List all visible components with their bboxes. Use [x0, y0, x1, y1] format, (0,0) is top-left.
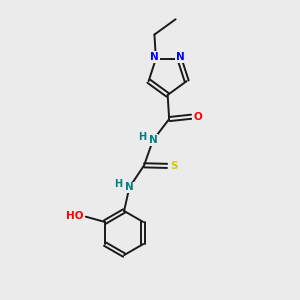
Text: N: N: [150, 52, 159, 62]
Text: N: N: [176, 52, 185, 62]
Text: S: S: [170, 161, 177, 171]
Text: O: O: [193, 112, 202, 122]
Text: N: N: [148, 135, 157, 145]
Text: N: N: [125, 182, 134, 192]
Text: H: H: [138, 132, 146, 142]
Text: HO: HO: [66, 211, 83, 221]
Text: H: H: [114, 179, 122, 189]
